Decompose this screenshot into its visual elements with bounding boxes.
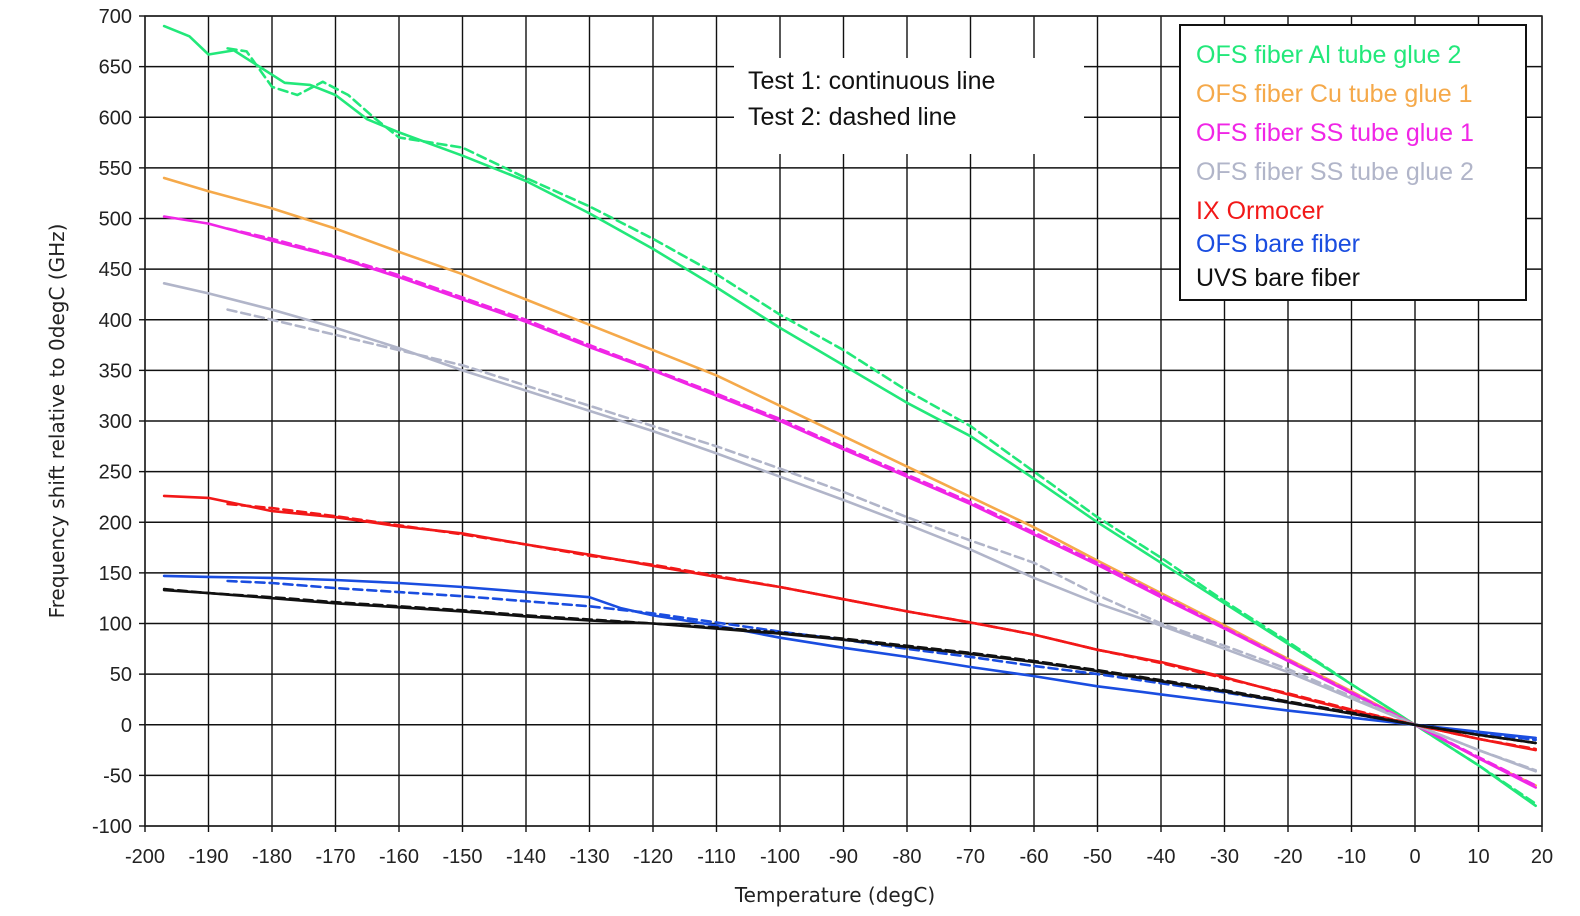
y-tick-label: 250: [99, 462, 132, 484]
x-tick-label: -130: [569, 846, 609, 868]
x-axis: -200 -190 -180 -170 -160 -150 -140 -130 -120 -110…: [125, 826, 1553, 868]
annotation-test-1: Test 1: continuous line: [748, 67, 995, 95]
y-tick-label: -50: [103, 765, 132, 787]
x-tick-label: 0: [1409, 846, 1420, 868]
series-line-test-1: [162, 574, 1537, 740]
x-tick-label: -30: [1210, 846, 1239, 868]
y-tick-label: 450: [99, 259, 132, 281]
legend-entry: OFS fiber Cu tube glue 1: [1196, 80, 1473, 108]
y-axis: -100 -50 0 50 100 150 200 250 300 350 400 450 500 550…: [92, 6, 145, 838]
legend-entry: UVS bare fiber: [1196, 264, 1360, 292]
x-tick-label: -20: [1274, 846, 1303, 868]
x-tick-label: -100: [760, 846, 800, 868]
legend: OFS fiber Al tube glue 2 OFS fiber Cu tub…: [1179, 24, 1527, 301]
x-tick-label: -110: [697, 846, 736, 868]
x-tick-label: -200: [125, 846, 165, 868]
y-tick-label: -100: [92, 816, 132, 838]
x-tick-label: -120: [633, 846, 673, 868]
annotation-background: [734, 58, 1084, 154]
legend-entry: OFS bare fiber: [1196, 230, 1360, 258]
y-tick-label: 50: [110, 664, 132, 686]
series-line-test-1: [162, 24, 1537, 808]
test-annotation: Test 1: continuous line Test 2: dashed l…: [734, 58, 1084, 154]
x-axis-title: Temperature (degC): [734, 883, 935, 907]
x-tick-label: -140: [506, 846, 546, 868]
x-tick-label: 10: [1467, 846, 1489, 868]
y-tick-label: 200: [99, 512, 132, 534]
x-tick-label: 20: [1531, 846, 1553, 868]
series-group: [162, 587, 1537, 745]
y-tick-label: 500: [99, 209, 132, 231]
y-tick-label: 550: [99, 158, 132, 180]
x-tick-label: -160: [379, 846, 419, 868]
y-tick-label: 100: [99, 614, 132, 636]
y-tick-label: 400: [99, 310, 132, 332]
legend-entry: OFS fiber SS tube glue 1: [1196, 119, 1474, 147]
y-tick-label: 350: [99, 360, 132, 382]
x-tick-label: -10: [1337, 846, 1366, 868]
x-tick-label: -90: [829, 846, 858, 868]
x-tick-label: -50: [1083, 846, 1112, 868]
series-group: [162, 24, 1537, 808]
annotation-test-2: Test 2: dashed line: [748, 103, 956, 131]
y-tick-label: 650: [99, 57, 132, 79]
x-tick-label: -150: [442, 846, 482, 868]
series-group: [162, 494, 1537, 752]
x-tick-label: -70: [956, 846, 985, 868]
x-tick-label: -170: [315, 846, 355, 868]
y-tick-label: 300: [99, 411, 132, 433]
y-tick-label: 600: [99, 107, 132, 129]
legend-entry: OFS fiber SS tube glue 2: [1196, 158, 1474, 186]
series-line-test-2: [226, 502, 1537, 751]
legend-entry: IX Ormocer: [1196, 197, 1324, 225]
x-tick-label: -80: [893, 846, 922, 868]
series-line-test-2: [226, 308, 1537, 772]
y-tick-label: 700: [99, 6, 132, 28]
x-tick-label: -180: [252, 846, 292, 868]
x-tick-label: -60: [1020, 846, 1049, 868]
legend-entry: OFS fiber Al tube glue 2: [1196, 41, 1461, 69]
series-line-test-2: [162, 587, 1537, 745]
x-tick-label: -40: [1147, 846, 1176, 868]
y-axis-title: Frequency shift relative to 0degC (GHz): [45, 224, 69, 619]
series-line-test-1: [162, 281, 1537, 773]
legend-box: [1179, 24, 1527, 301]
series-group: [162, 281, 1537, 773]
series-layer: [162, 24, 1537, 808]
series-line-test-2: [226, 227, 1537, 787]
y-tick-label: 150: [99, 563, 132, 585]
y-tick-label: 0: [121, 715, 132, 737]
series-group: [162, 215, 1537, 789]
x-tick-label: -190: [188, 846, 228, 868]
